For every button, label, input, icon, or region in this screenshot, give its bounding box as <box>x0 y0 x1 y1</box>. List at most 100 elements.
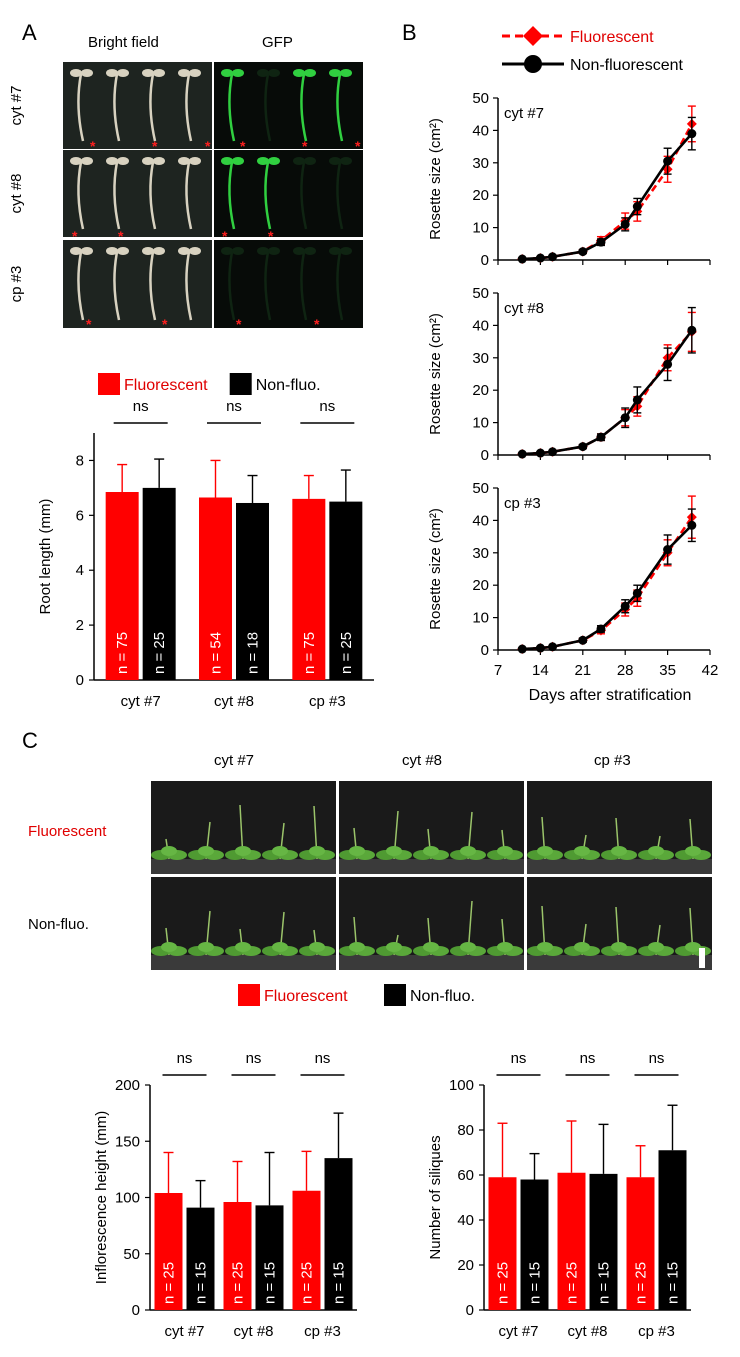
y-tick-label: 40 <box>472 122 489 139</box>
series-line <box>522 329 693 456</box>
asterisk-marker: * <box>72 228 78 244</box>
seedling-leaf <box>257 247 269 255</box>
legend-label: Non-fluo. <box>256 377 321 394</box>
seedling-leaf <box>304 247 316 255</box>
seedling-leaf <box>340 247 352 255</box>
x-tick-label: cyt #8 <box>567 1323 607 1340</box>
seedlings-drawing <box>70 157 201 230</box>
bar <box>142 487 176 680</box>
sample-size-label: n = 25 <box>564 1262 581 1304</box>
data-point <box>632 395 642 405</box>
seedling-leaf <box>178 157 190 165</box>
data-point <box>596 624 606 634</box>
seedling-root <box>77 161 85 230</box>
sample-size-label: n = 18 <box>245 632 262 674</box>
row-label: cyt #7 <box>8 85 25 126</box>
seedling-root <box>300 73 308 142</box>
y-tick-label: 50 <box>472 90 489 107</box>
rosette-leaf <box>497 846 513 856</box>
x-tick-label: 28 <box>617 662 634 679</box>
y-tick-label: 60 <box>457 1167 474 1184</box>
sample-size-label: n = 25 <box>299 1262 316 1304</box>
data-point <box>596 432 606 442</box>
rosette-chart: 0 10 20 30 40 50 Rosette size (cm²) cyt #7 <box>427 90 711 269</box>
rosette-leaf <box>537 942 553 952</box>
data-point <box>578 635 588 645</box>
seedling-root <box>336 73 344 142</box>
seedling-leaf <box>304 69 316 77</box>
y-tick-label: 8 <box>76 452 84 469</box>
rosette-leaf <box>198 846 214 856</box>
seedling-leaf <box>70 247 82 255</box>
panel-b-letter: B <box>402 20 417 45</box>
data-point <box>620 219 630 229</box>
seedling-leaf <box>221 69 233 77</box>
chart-title: cyt #7 <box>504 105 544 122</box>
row-label-non-fluo: Non-fluo. <box>28 916 89 933</box>
x-tick-label: 14 <box>532 662 549 679</box>
rosette-leaf <box>685 942 701 952</box>
significance-label: ns <box>649 1050 665 1067</box>
seedling-leaf <box>70 69 82 77</box>
x-tick-label: cyt #7 <box>164 1323 204 1340</box>
seedling-leaf <box>221 157 233 165</box>
seedling-leaf <box>268 157 280 165</box>
x-tick-label: cyt #8 <box>214 693 254 710</box>
data-point <box>620 413 630 423</box>
plant-photo <box>339 781 524 874</box>
y-tick-label: 10 <box>472 610 489 627</box>
pot-row <box>339 955 524 970</box>
y-axis-label: Number of siliques <box>427 1135 444 1259</box>
x-axis-label: Days after stratification <box>529 687 692 704</box>
legend-label: Non-fluorescent <box>570 57 684 74</box>
significance-label: ns <box>177 1050 193 1067</box>
seedling-leaf <box>293 247 305 255</box>
y-tick-label: 50 <box>472 480 489 497</box>
data-point <box>517 449 527 459</box>
bar-chart: Fluorescent Non-fluo. 0 2 4 6 8 Root length (mm… <box>37 373 374 710</box>
scale-bar <box>699 948 705 968</box>
y-tick-label: 0 <box>76 672 84 689</box>
sample-size-label: n = 25 <box>633 1262 650 1304</box>
plant-photo <box>527 877 712 970</box>
seedling-leaf <box>232 247 244 255</box>
seedling-leaf <box>268 247 280 255</box>
asterisk-marker: * <box>90 138 96 154</box>
seedling-root <box>228 73 236 142</box>
seedlings-drawing <box>70 247 201 321</box>
y-axis-label: Root length (mm) <box>37 499 54 615</box>
sample-size-label: n = 15 <box>527 1262 544 1304</box>
asterisk-marker: * <box>152 138 158 154</box>
col-header-gfp: GFP <box>262 34 293 51</box>
pot-row <box>527 859 712 874</box>
x-tick-label: cyt #7 <box>121 693 161 710</box>
data-point <box>663 156 673 166</box>
y-tick-label: 40 <box>472 317 489 334</box>
rosette-leaf <box>349 942 365 952</box>
rosette-leaf <box>574 846 590 856</box>
seedling-leaf <box>189 157 201 165</box>
seedling-leaf <box>178 69 190 77</box>
plants-drawing <box>339 900 524 970</box>
rosette-leaf <box>161 942 177 952</box>
panel-a-letter: A <box>22 20 37 45</box>
significance-label: ns <box>246 1050 262 1067</box>
data-point <box>535 253 545 263</box>
legend-swatch <box>238 984 260 1006</box>
seedling-root <box>264 73 272 142</box>
bar <box>223 1202 252 1310</box>
data-point <box>517 644 527 654</box>
x-tick-label: cp #3 <box>638 1323 675 1340</box>
sample-size-label: n = 15 <box>596 1262 613 1304</box>
bar <box>255 1205 284 1310</box>
bar <box>292 1190 321 1310</box>
rosette-leaf <box>497 942 513 952</box>
plant-photo <box>527 781 712 874</box>
seedling-root <box>264 251 272 321</box>
data-point <box>620 601 630 611</box>
y-tick-label: 20 <box>472 577 489 594</box>
seedling-leaf <box>329 69 341 77</box>
rosette-leaf <box>349 846 365 856</box>
y-tick-label: 20 <box>472 187 489 204</box>
data-point <box>687 129 697 139</box>
